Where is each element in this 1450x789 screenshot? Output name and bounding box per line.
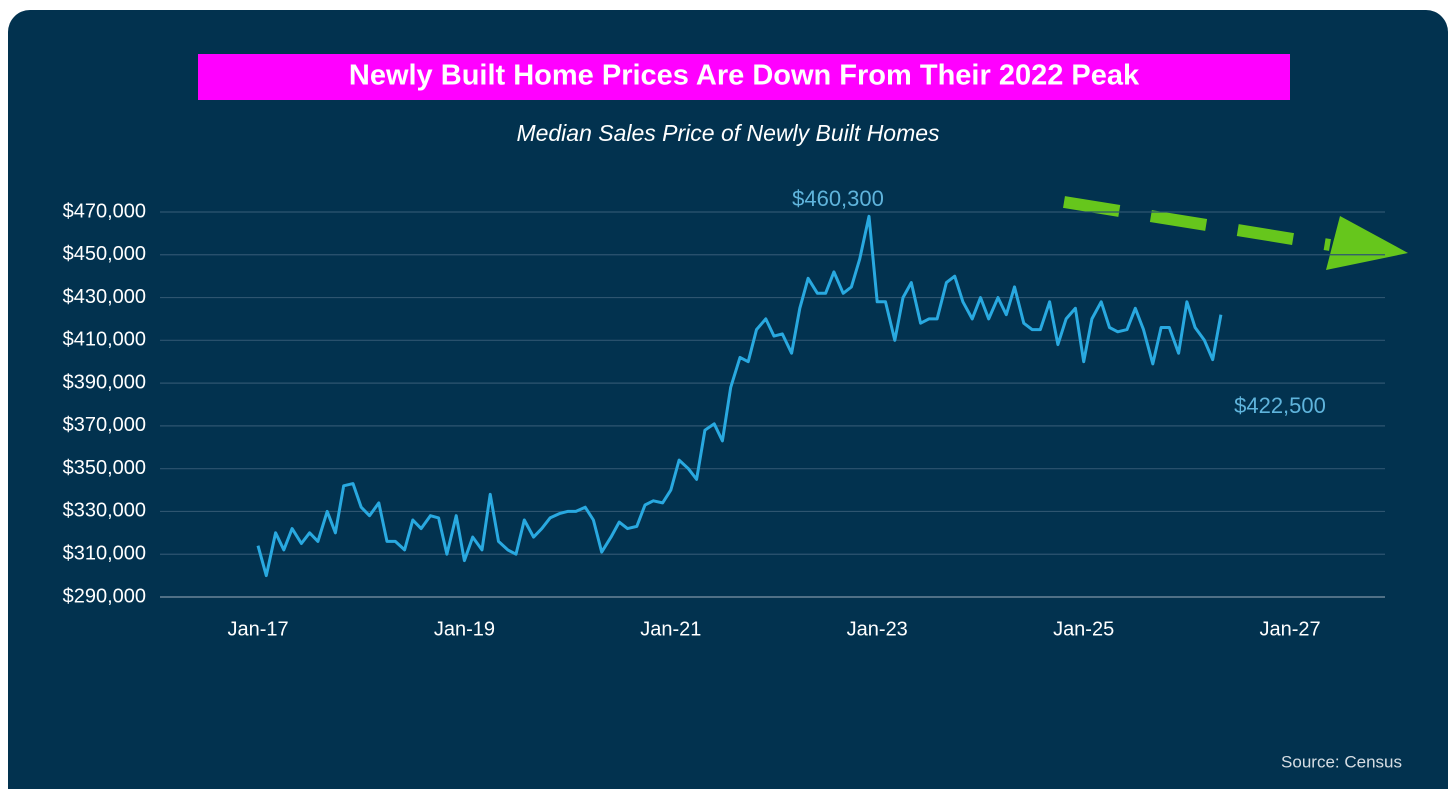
chart-title: Newly Built Home Prices Are Down From Th…	[349, 60, 1140, 92]
x-tick-label: Jan-17	[227, 618, 288, 640]
y-tick-label: $430,000	[63, 286, 146, 308]
y-tick-label: $450,000	[63, 243, 146, 265]
y-tick-label: $370,000	[63, 414, 146, 436]
y-tick-label: $390,000	[63, 371, 146, 393]
y-tick-label: $410,000	[63, 329, 146, 351]
y-tick-label: $290,000	[63, 585, 146, 607]
arrow-head	[1326, 216, 1408, 270]
y-tick-label: $330,000	[63, 500, 146, 522]
y-tick-label: $470,000	[63, 200, 146, 222]
price-line	[256, 214, 1223, 578]
y-tick-label: $310,000	[63, 543, 146, 565]
y-tick-label: $350,000	[63, 457, 146, 479]
source: Source: Census	[1281, 752, 1402, 771]
x-tick-label: Jan-19	[434, 618, 495, 640]
arrow-shaft	[1063, 196, 1331, 251]
x-tick-label: Jan-21	[640, 618, 701, 640]
title-background	[198, 54, 1290, 100]
chart-subtitle: Median Sales Price of Newly Built Homes	[516, 120, 940, 146]
x-tick-label: Jan-27	[1259, 618, 1320, 640]
x-tick-label: Jan-23	[847, 618, 908, 640]
trend-arrow	[1063, 196, 1408, 270]
annotation: $422,500	[1234, 393, 1326, 418]
annotation: $460,300	[792, 186, 884, 211]
x-tick-label: Jan-25	[1053, 618, 1114, 640]
